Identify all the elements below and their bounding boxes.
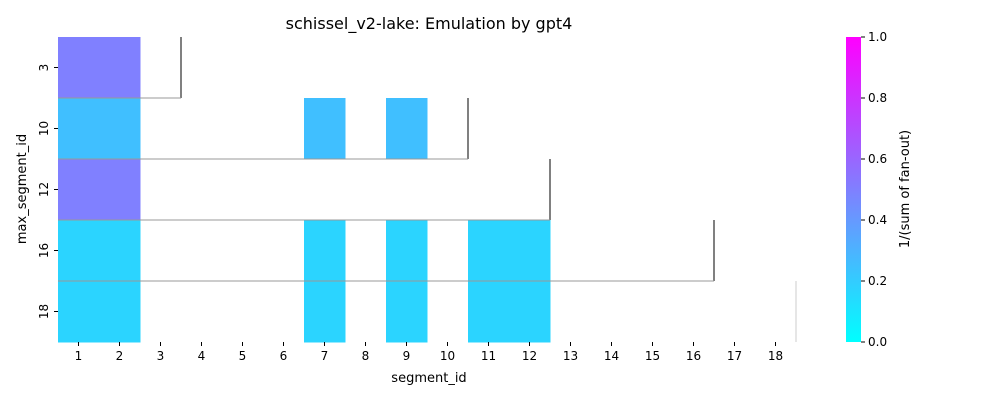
heatmap-cell — [99, 220, 141, 282]
heatmap-cell — [386, 98, 428, 160]
x-tick-label: 4 — [198, 349, 206, 363]
x-tick-label: 15 — [645, 349, 660, 363]
x-tick-label: 13 — [563, 349, 578, 363]
x-tick-label: 3 — [157, 349, 165, 363]
y-tick-label: 10 — [37, 121, 51, 136]
x-tick-label: 8 — [362, 349, 370, 363]
x-tick-label: 11 — [481, 349, 496, 363]
x-tick-label: 2 — [116, 349, 124, 363]
colorbar-tick-label: 0.2 — [868, 274, 887, 288]
heatmap-cell — [509, 220, 551, 282]
y-tick-label: 16 — [37, 243, 51, 258]
y-axis-label: max_segment_id — [15, 134, 30, 244]
colorbar — [846, 37, 861, 342]
heatmap-cell — [58, 220, 100, 282]
heatmap-cell — [99, 159, 141, 221]
heatmap-cell — [99, 281, 141, 343]
heatmap-cell — [386, 220, 428, 282]
x-tick-label: 9 — [403, 349, 411, 363]
x-tick-label: 6 — [280, 349, 288, 363]
x-tick-label: 5 — [239, 349, 247, 363]
heatmap-cell — [509, 281, 551, 343]
y-tick-label: 12 — [37, 182, 51, 197]
heatmap-cell — [386, 281, 428, 343]
heatmap-cell — [468, 281, 510, 343]
heatmap-cell — [304, 220, 346, 282]
x-tick-label: 7 — [321, 349, 329, 363]
x-tick-label: 14 — [604, 349, 619, 363]
heatmap-cell — [304, 98, 346, 160]
heatmap-cell — [304, 281, 346, 343]
y-tick-label: 3 — [37, 64, 51, 72]
x-tick-label: 1 — [75, 349, 83, 363]
colorbar-tick-label: 0.6 — [868, 152, 887, 166]
heatmap-cell — [58, 159, 100, 221]
colorbar-tick-label: 0.8 — [868, 91, 887, 105]
colorbar-label: 1/(sum of fan-out) — [898, 130, 913, 248]
y-tick-label: 18 — [37, 304, 51, 319]
heatmap-cell — [468, 220, 510, 282]
x-tick-label: 10 — [440, 349, 455, 363]
x-tick-label: 17 — [727, 349, 742, 363]
heatmap-cell — [58, 37, 100, 99]
chart-title: schissel_v2-lake: Emulation by gpt4 — [286, 14, 573, 34]
x-tick-label: 16 — [686, 349, 701, 363]
x-axis-ticks: 1 2 3 4 5 6 7 8 9 10 11 12 13 14 15 16 17 18 — [75, 342, 783, 363]
heatmap-cells — [58, 37, 551, 343]
segment-boundaries — [58, 37, 797, 342]
heatmap-cell — [99, 37, 141, 99]
heatmap-cell — [58, 98, 100, 160]
heatmap-cell — [58, 281, 100, 343]
colorbar-tick-label: 1.0 — [868, 30, 887, 44]
colorbar-tick-label: 0.0 — [868, 335, 887, 349]
x-tick-label: 18 — [768, 349, 783, 363]
colorbar-ticks: 0.0 0.2 0.4 0.6 0.8 1.0 — [861, 30, 887, 349]
x-axis-label: segment_id — [391, 371, 466, 386]
colorbar-tick-label: 0.4 — [868, 213, 887, 227]
y-axis-ticks: 3 10 12 16 18 — [37, 64, 58, 319]
x-tick-label: 12 — [522, 349, 537, 363]
heatmap-cell — [99, 98, 141, 160]
